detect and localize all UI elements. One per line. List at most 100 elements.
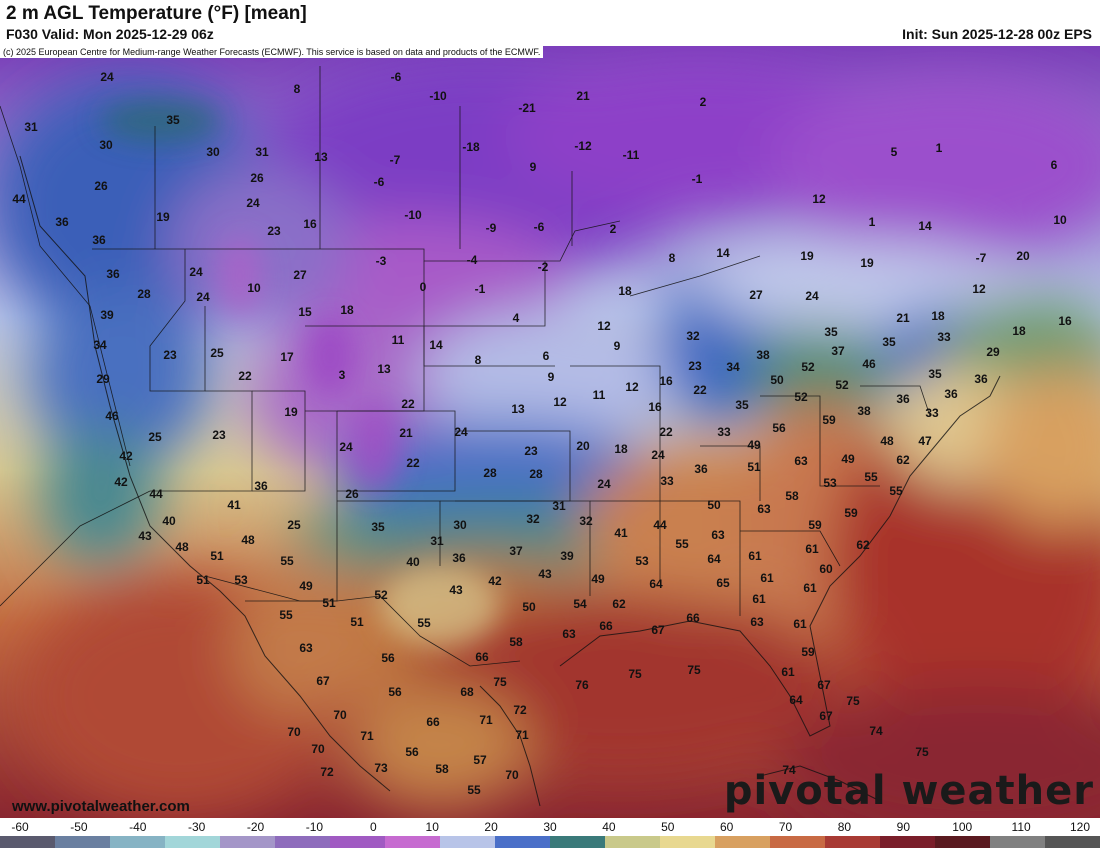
temperature-label: 63 xyxy=(562,627,576,641)
color-scale-tick: -20 xyxy=(246,820,265,834)
temperature-label: 8 xyxy=(475,353,482,367)
temperature-label: 50 xyxy=(770,373,784,387)
temperature-label: 26 xyxy=(94,179,108,193)
temperature-label: 70 xyxy=(505,768,519,782)
temperature-label: 8 xyxy=(669,251,676,265)
color-scale-segment xyxy=(330,836,386,848)
valid-time: F030 Valid: Mon 2025-12-29 06z xyxy=(6,26,214,42)
temperature-label: 55 xyxy=(889,484,903,498)
temperature-label: 32 xyxy=(579,514,593,528)
temperature-label: 55 xyxy=(675,537,689,551)
temperature-label: 63 xyxy=(750,615,764,629)
temperature-label: 29 xyxy=(986,345,1000,359)
temperature-label: 59 xyxy=(822,413,836,427)
temperature-label: 14 xyxy=(716,246,730,260)
temperature-label: 24 xyxy=(651,448,665,462)
temperature-label: 55 xyxy=(417,616,431,630)
temperature-label: 23 xyxy=(524,444,538,458)
color-scale-segment xyxy=(935,836,991,848)
temperature-label: 28 xyxy=(483,466,497,480)
temperature-label: 24 xyxy=(339,440,353,454)
temperature-label: -7 xyxy=(390,153,401,167)
temperature-label: 28 xyxy=(529,467,543,481)
temperature-label: 31 xyxy=(430,534,444,548)
temperature-label: 12 xyxy=(812,192,826,206)
temperature-label: 67 xyxy=(819,709,833,723)
temperature-label: 31 xyxy=(552,499,566,513)
temperature-label: 49 xyxy=(299,579,313,593)
temperature-label: 33 xyxy=(937,330,951,344)
temperature-label: 9 xyxy=(614,339,621,353)
color-scale-tick: -40 xyxy=(129,820,147,834)
temperature-label: 35 xyxy=(928,367,942,381)
temperature-label: 27 xyxy=(749,288,763,302)
temperature-label: 3 xyxy=(339,368,346,382)
temperature-label: 52 xyxy=(794,390,808,404)
temperature-label: -6 xyxy=(374,175,385,189)
temperature-label: 73 xyxy=(374,761,388,775)
color-scale-segment xyxy=(55,836,111,848)
temperature-label: -7 xyxy=(976,251,987,265)
temperature-label: 38 xyxy=(756,348,770,362)
temperature-label: 61 xyxy=(805,542,819,556)
temperature-label: 55 xyxy=(280,554,294,568)
temperature-label: 12 xyxy=(597,319,611,333)
temperature-label: 51 xyxy=(196,573,210,587)
temperature-label: 61 xyxy=(752,592,766,606)
temperature-label: 50 xyxy=(522,600,536,614)
temperature-label: 34 xyxy=(726,360,740,374)
temperature-label: 65 xyxy=(716,576,730,590)
temperature-label: 30 xyxy=(206,145,220,159)
temperature-label: 75 xyxy=(493,675,507,689)
temperature-label: 30 xyxy=(99,138,113,152)
temperature-label: 44 xyxy=(653,518,667,532)
temperature-label: 36 xyxy=(55,215,69,229)
color-scale-tick: -30 xyxy=(187,820,206,834)
temperature-label: 55 xyxy=(467,783,481,797)
temperature-label: 41 xyxy=(614,526,628,540)
temperature-label: 62 xyxy=(896,453,910,467)
temperature-label: 23 xyxy=(163,348,177,362)
color-scale-tick: -60 xyxy=(11,820,29,834)
temperature-label: 25 xyxy=(148,430,162,444)
color-scale-tick: 80 xyxy=(837,820,852,834)
color-scale-segment xyxy=(990,836,1046,848)
temperature-label: 42 xyxy=(488,574,502,588)
color-scale-tick: 30 xyxy=(543,820,557,834)
temperature-label: 11 xyxy=(392,333,405,347)
temperature-label: 12 xyxy=(972,282,986,296)
temperature-label: 61 xyxy=(748,549,762,563)
temperature-label: 31 xyxy=(255,145,269,159)
temperature-label: 40 xyxy=(162,514,176,528)
temperature-label: 21 xyxy=(576,89,590,103)
temperature-label: 59 xyxy=(844,506,858,520)
temperature-label: 51 xyxy=(350,615,364,629)
temperature-label: 49 xyxy=(747,438,761,452)
temperature-label: 24 xyxy=(246,196,260,210)
temperature-label: 9 xyxy=(530,160,537,174)
temperature-label: 39 xyxy=(100,308,114,322)
temperature-label: 31 xyxy=(24,120,38,134)
temperature-label: 26 xyxy=(250,171,264,185)
temperature-label: 55 xyxy=(279,608,293,622)
temperature-label: 58 xyxy=(509,635,523,649)
temperature-label: 22 xyxy=(406,456,420,470)
temperature-label: 51 xyxy=(747,460,761,474)
temperature-label: 66 xyxy=(426,715,440,729)
temperature-label: 75 xyxy=(628,667,642,681)
temperature-label: 33 xyxy=(717,425,731,439)
temperature-label: 39 xyxy=(560,549,574,563)
temperature-label: 24 xyxy=(189,265,203,279)
temperature-label: 0 xyxy=(420,280,427,294)
temperature-label: 24 xyxy=(454,425,468,439)
temperature-label: 52 xyxy=(374,588,388,602)
temperature-label: 14 xyxy=(918,219,932,233)
temperature-label: 48 xyxy=(241,533,255,547)
temperature-label: 19 xyxy=(156,210,170,224)
temperature-label: 68 xyxy=(460,685,474,699)
political-borders xyxy=(0,66,931,667)
temperature-label: 71 xyxy=(479,713,493,727)
temperature-label: 2 xyxy=(700,95,707,109)
temperature-label: 14 xyxy=(429,338,443,352)
temperature-label: 41 xyxy=(227,498,241,512)
